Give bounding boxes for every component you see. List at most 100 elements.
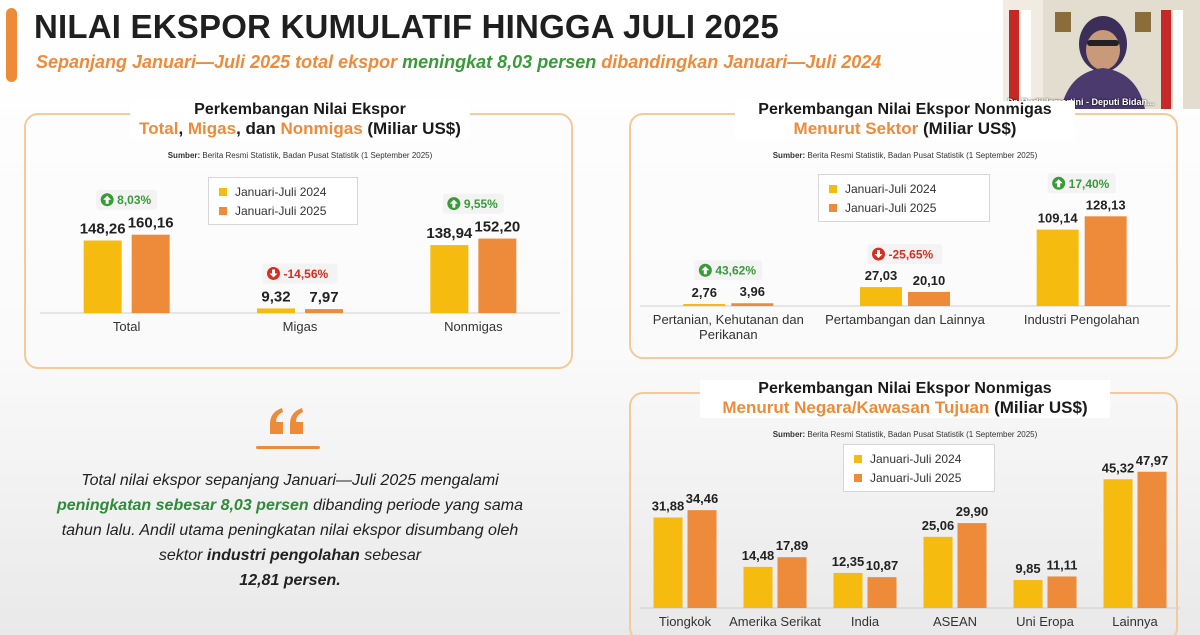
chart3-category-label-0-0: Tiongkok [659, 614, 712, 629]
chart3-bar-2024-1 [743, 566, 773, 608]
chart1-1-arrow-glyph [269, 269, 278, 278]
legend-label-2024: Januari-Juli 2024 [235, 184, 327, 199]
chart-total-migas-nonmigas: 148,26 160,16 8,03% Total 9,32 7,97 -14,56% Mig… [40, 189, 560, 334]
chart3-category-label-5-0: Lainnya [1112, 614, 1158, 629]
chart3-value-label-2025-0: 34,46 [686, 491, 719, 506]
quote-text-2: dibanding periode yang sama tahun lalu. … [61, 497, 524, 564]
presenter-caption: Dr. Pudji Ismartini - Deputi Bidan... [1007, 97, 1155, 107]
legend-swatch-2025 [219, 206, 227, 215]
chart2-value-label-2024-0: 2,76 [692, 285, 717, 300]
subtitle-highlight: meningkat 8,03 persen [402, 52, 597, 72]
panel-sector-title-unit: (Miliar US$) [918, 119, 1017, 138]
chart1-value-label-2025-1: 7,97 [309, 289, 338, 306]
source-text: Berita Resmi Statistik, Badan Pusat Stat… [200, 151, 433, 160]
panel-country-title-accent: Menurut Negara/Kawasan Tujuan [722, 398, 990, 417]
legend-label-2025: Januari-Juli 2025 [235, 203, 327, 218]
chart1-bar-2025-1 [305, 309, 343, 313]
chart2-bar-2025-1 [908, 291, 950, 306]
chart3-value-label-2024-1: 14,48 [742, 548, 775, 563]
panel-total-title-nonmigas: Nonmigas [280, 119, 363, 138]
legend-swatch-2024 [829, 184, 837, 193]
chart1-bar-2025-2 [478, 238, 517, 313]
chart1-value-label-2024-2: 138,94 [426, 225, 473, 242]
chart1-category-label-2-0: Nonmigas [444, 319, 503, 334]
legend-label-2024: Januari-Juli 2024 [870, 451, 962, 466]
panel-sector-title-line2: Menurut Sektor (Miliar US$) [741, 119, 1069, 139]
panel-total-title-line2: Total, Migas, dan Nonmigas (Miliar US$) [136, 119, 464, 139]
page-title: NILAI EKSPOR KUMULATIF HINGGA JULI 2025 [34, 8, 779, 45]
chart3-category-label-2-0: India [851, 614, 880, 629]
quote-highlight-growth: peningkatan sebesar 8,03 persen [56, 497, 309, 514]
legend-swatch-2024 [854, 454, 862, 463]
panel-sector-source: Sumber: Berita Resmi Statistik, Badan Pu… [735, 151, 1075, 160]
panel-total-legend: Januari-Juli 2024 Januari-Juli 2025 [208, 177, 358, 225]
source-text: Berita Resmi Statistik, Badan Pusat Stat… [805, 430, 1038, 439]
chart3-category-label-4-0: Uni Eropa [1016, 614, 1075, 629]
chart3-bar-2025-3 [957, 523, 987, 608]
presenter-image [1003, 0, 1200, 109]
chart2-bar-2025-2 [1084, 216, 1127, 306]
chart3-value-label-2024-2: 12,35 [832, 554, 865, 569]
chart2-0-change-label: 43,62% [715, 264, 756, 278]
panel-country-title-line1: Perkembangan Nilai Ekspor Nonmigas [758, 380, 1052, 397]
panel-total-title-line1: Perkembangan Nilai Ekspor [194, 101, 406, 118]
chart1-category-label-1-0: Migas [283, 319, 318, 334]
chart2-value-label-2024-2: 109,14 [1038, 211, 1079, 226]
chart1-2-change-label: 9,55% [464, 197, 498, 211]
panel-sector-heading: Perkembangan Nilai Ekspor Nonmigas Menur… [735, 101, 1075, 139]
chart2-1-arrow-glyph [874, 250, 883, 259]
chart2-2-change-label: 17,40% [1069, 177, 1110, 191]
legend-swatch-2025 [854, 473, 862, 482]
panel-country-heading: Perkembangan Nilai Ekspor Nonmigas Menur… [700, 380, 1110, 418]
chart3-bar-2025-4 [1047, 576, 1077, 608]
chart2-category-label-1-0: Pertambangan dan Lainnya [825, 312, 986, 327]
legend-item-2025: Januari-Juli 2025 [829, 198, 979, 217]
chart2-0-badge [694, 260, 763, 281]
chart3-bar-2025-5 [1137, 471, 1167, 608]
chart3-category-label-1-0: Amerika Serikat [729, 614, 821, 629]
panel-total-title-sep1: , [178, 119, 188, 138]
chart1-2-arrow-glyph [449, 199, 458, 208]
summary-quote: Total nilai ekspor sepanjang Januari—Jul… [40, 468, 540, 593]
quote-text-1: Total nilai ekspor sepanjang Januari—Jul… [81, 472, 499, 489]
legend-item-2025: Januari-Juli 2025 [854, 468, 984, 487]
chart3-value-label-2025-4: 11,11 [1046, 557, 1077, 572]
panel-total-title-migas: Migas [187, 119, 237, 138]
chart3-bar-2024-4 [1013, 580, 1043, 608]
panel-total-source: Sumber: Berita Resmi Statistik, Badan Pu… [130, 151, 470, 160]
chart3-value-label-2024-5: 45,32 [1102, 460, 1135, 475]
legend-swatch-2024 [219, 187, 227, 196]
chart2-1-change-label: -25,65% [889, 248, 934, 262]
chart2-value-label-2025-0: 3,96 [740, 284, 765, 299]
subtitle-part-c: dibandingkan Januari—Juli 2024 [596, 52, 882, 72]
subtitle-part-a: Sepanjang Januari—Juli 2025 total ekspor [36, 52, 403, 72]
chart2-bar-2024-0 [683, 304, 726, 306]
quote-mark-icon [270, 408, 303, 434]
source-text: Berita Resmi Statistik, Badan Pusat Stat… [805, 151, 1038, 160]
quote-underline [256, 446, 320, 449]
source-label: Sumber: [772, 151, 806, 160]
chart3-value-label-2025-1: 17,89 [776, 538, 809, 553]
chart2-value-label-2025-2: 128,13 [1086, 197, 1126, 212]
chart2-bar-2025-0 [731, 303, 774, 306]
title-accent-bar [6, 8, 17, 82]
panel-sector-title-line1: Perkembangan Nilai Ekspor Nonmigas [758, 101, 1052, 118]
chart2-value-label-2025-1: 20,10 [913, 273, 946, 288]
chart2-bar-2024-2 [1036, 229, 1079, 306]
chart1-bar-2024-0 [83, 240, 122, 313]
presenter-video[interactable]: Dr. Pudji Ismartini - Deputi Bidan... [1003, 0, 1200, 109]
chart2-bar-2024-1 [860, 287, 902, 306]
chart1-category-label-0-0: Total [113, 319, 141, 334]
panel-total-title-total: Total [139, 119, 179, 138]
chart3-bar-2025-0 [687, 510, 717, 608]
quote-highlight-share: 12,81 persen. [239, 572, 341, 589]
source-label: Sumber: [772, 430, 806, 439]
chart3-value-label-2024-4: 9,85 [1015, 561, 1040, 576]
chart1-1-change-label: -14,56% [284, 267, 329, 281]
chart3-value-label-2025-3: 29,90 [956, 504, 989, 519]
chart1-0-change-label: 8,03% [117, 193, 151, 207]
chart1-2-badge [442, 193, 504, 214]
chart3-category-label-3-0: ASEAN [933, 614, 977, 629]
chart2-2-arrow-glyph [1054, 179, 1063, 188]
